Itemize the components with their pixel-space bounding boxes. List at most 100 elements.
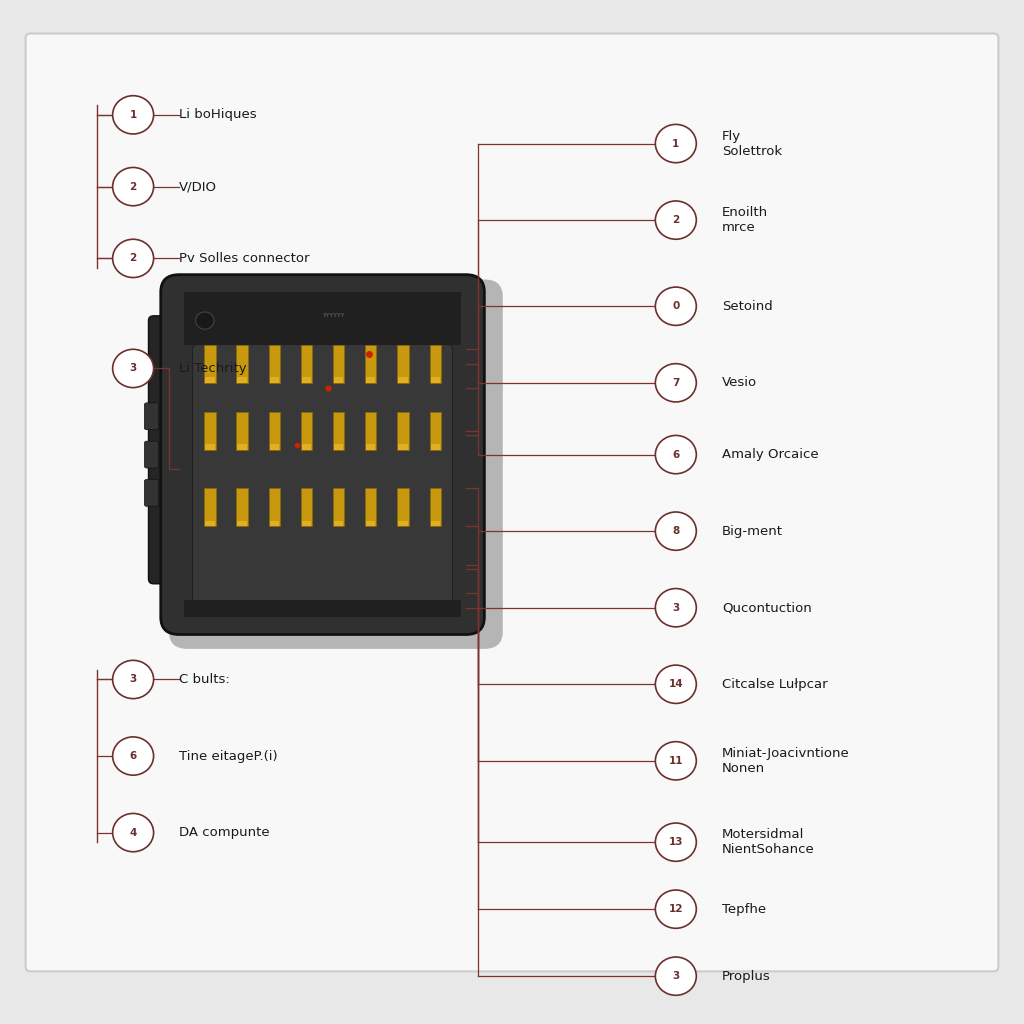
Circle shape — [113, 349, 154, 388]
Text: Li Techrity: Li Techrity — [179, 361, 247, 375]
Circle shape — [655, 589, 696, 627]
Bar — [366, 344, 377, 383]
Text: V/DIO: V/DIO — [179, 180, 217, 194]
Text: Enoilth
mrce: Enoilth mrce — [722, 206, 768, 234]
Text: C bults:: C bults: — [179, 673, 230, 686]
Circle shape — [655, 666, 696, 703]
Text: Proplus: Proplus — [722, 970, 771, 983]
Bar — [366, 412, 377, 450]
Bar — [398, 520, 408, 526]
Circle shape — [655, 364, 696, 402]
Circle shape — [655, 201, 696, 240]
FancyBboxPatch shape — [161, 274, 484, 635]
Bar — [302, 377, 311, 383]
Bar — [367, 444, 376, 450]
Text: 3: 3 — [129, 675, 137, 684]
Text: 3: 3 — [129, 364, 137, 374]
Text: Motersidmal
NientSohance: Motersidmal NientSohance — [722, 828, 815, 856]
Text: Pv Solles connector: Pv Solles connector — [179, 252, 309, 265]
Bar — [398, 377, 408, 383]
FancyBboxPatch shape — [184, 292, 461, 344]
Circle shape — [655, 512, 696, 550]
FancyBboxPatch shape — [144, 441, 159, 468]
Circle shape — [113, 240, 154, 278]
Bar — [301, 412, 312, 450]
Bar — [238, 377, 247, 383]
Bar — [301, 488, 312, 526]
Bar — [397, 344, 409, 383]
Bar — [431, 377, 440, 383]
Bar — [302, 444, 311, 450]
Text: 2: 2 — [129, 253, 137, 263]
Bar — [269, 377, 279, 383]
Bar — [238, 520, 247, 526]
Bar — [268, 344, 280, 383]
Text: 6: 6 — [672, 450, 680, 460]
FancyBboxPatch shape — [193, 344, 453, 607]
Text: Amaly Orcaice: Amaly Orcaice — [722, 449, 818, 461]
Text: 13: 13 — [669, 838, 683, 847]
Bar — [334, 377, 343, 383]
Bar — [397, 488, 409, 526]
FancyBboxPatch shape — [26, 34, 998, 972]
Bar — [204, 412, 215, 450]
Bar — [366, 488, 377, 526]
Bar — [333, 344, 344, 383]
Text: 1: 1 — [672, 138, 680, 148]
Text: 3: 3 — [672, 971, 680, 981]
Text: Fly
Solettrok: Fly Solettrok — [722, 130, 782, 158]
Circle shape — [655, 957, 696, 995]
Circle shape — [655, 741, 696, 780]
Bar — [301, 344, 312, 383]
Text: Big-ment: Big-ment — [722, 524, 783, 538]
Text: 3: 3 — [672, 603, 680, 612]
FancyBboxPatch shape — [169, 280, 503, 649]
Text: 0: 0 — [672, 301, 680, 311]
Bar — [269, 520, 279, 526]
Bar — [204, 488, 215, 526]
Bar — [205, 377, 215, 383]
Text: 1: 1 — [129, 110, 137, 120]
Circle shape — [655, 890, 696, 929]
Bar — [430, 412, 441, 450]
Circle shape — [113, 168, 154, 206]
Circle shape — [655, 823, 696, 861]
Bar — [238, 444, 247, 450]
Circle shape — [655, 435, 696, 474]
Text: 11: 11 — [669, 756, 683, 766]
Bar — [204, 344, 215, 383]
Circle shape — [655, 287, 696, 326]
Text: Tepfhe: Tepfhe — [722, 903, 766, 915]
Bar — [237, 488, 248, 526]
Bar — [237, 412, 248, 450]
Text: 2: 2 — [129, 181, 137, 191]
Text: 7: 7 — [672, 378, 680, 388]
Text: YYYYYY: YYYYYY — [322, 313, 344, 318]
Text: Citcalse Lułpcar: Citcalse Lułpcar — [722, 678, 827, 691]
Text: Vesio: Vesio — [722, 376, 757, 389]
Text: Qucontuction: Qucontuction — [722, 601, 812, 614]
Bar — [268, 412, 280, 450]
Bar — [237, 344, 248, 383]
Bar — [268, 488, 280, 526]
FancyBboxPatch shape — [148, 315, 187, 584]
Bar — [205, 444, 215, 450]
Circle shape — [113, 95, 154, 134]
Bar — [334, 444, 343, 450]
Circle shape — [113, 737, 154, 775]
Text: Li boHiques: Li boHiques — [179, 109, 257, 121]
Bar — [302, 520, 311, 526]
Bar — [269, 444, 279, 450]
Text: 14: 14 — [669, 679, 683, 689]
Bar — [431, 444, 440, 450]
Text: 12: 12 — [669, 904, 683, 914]
Bar — [430, 488, 441, 526]
Circle shape — [113, 660, 154, 698]
Text: Miniat-Joacivntione
Nonen: Miniat-Joacivntione Nonen — [722, 746, 850, 775]
FancyBboxPatch shape — [144, 479, 159, 506]
Text: 2: 2 — [672, 215, 680, 225]
Circle shape — [655, 124, 696, 163]
Bar — [334, 520, 343, 526]
Bar — [398, 444, 408, 450]
Bar — [367, 520, 376, 526]
